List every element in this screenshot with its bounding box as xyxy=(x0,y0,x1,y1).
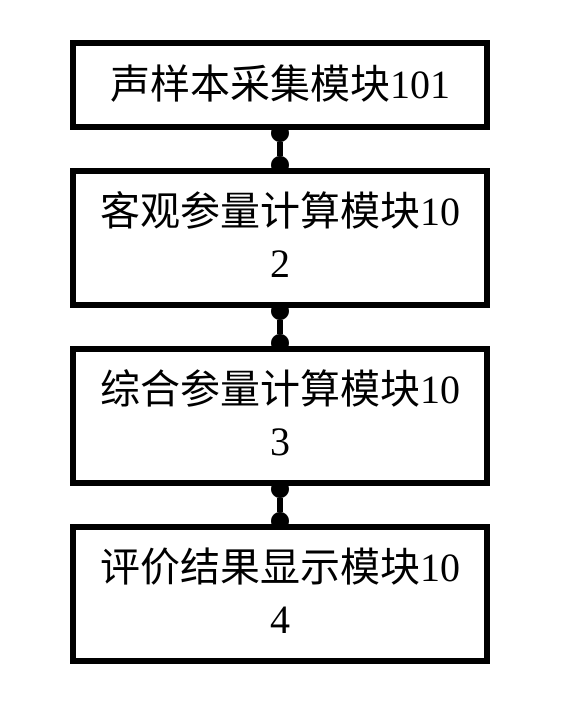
flowchart-node: 声样本采集模块101 xyxy=(70,40,490,130)
connector-dot xyxy=(271,480,289,498)
node-label: 评价结果显示模块104 xyxy=(96,542,464,646)
connector-line xyxy=(277,498,283,512)
connector-dot xyxy=(271,334,289,352)
connector-dot xyxy=(271,124,289,142)
node-label: 综合参量计算模块103 xyxy=(96,364,464,468)
flowchart-connector xyxy=(70,124,490,174)
flowchart-connector xyxy=(70,302,490,352)
node-label: 客观参量计算模块102 xyxy=(96,186,464,290)
connector-dot xyxy=(271,512,289,530)
connector-dot xyxy=(271,156,289,174)
flowchart-diagram: 声样本采集模块101 客观参量计算模块102 综合参量计算模块103 评价结果显… xyxy=(70,40,490,664)
node-label: 声样本采集模块101 xyxy=(110,59,450,111)
flowchart-node: 客观参量计算模块102 xyxy=(70,168,490,308)
connector-line xyxy=(277,320,283,334)
flowchart-node: 综合参量计算模块103 xyxy=(70,346,490,486)
flowchart-connector xyxy=(70,480,490,530)
connector-line xyxy=(277,142,283,156)
flowchart-node: 评价结果显示模块104 xyxy=(70,524,490,664)
connector-dot xyxy=(271,302,289,320)
